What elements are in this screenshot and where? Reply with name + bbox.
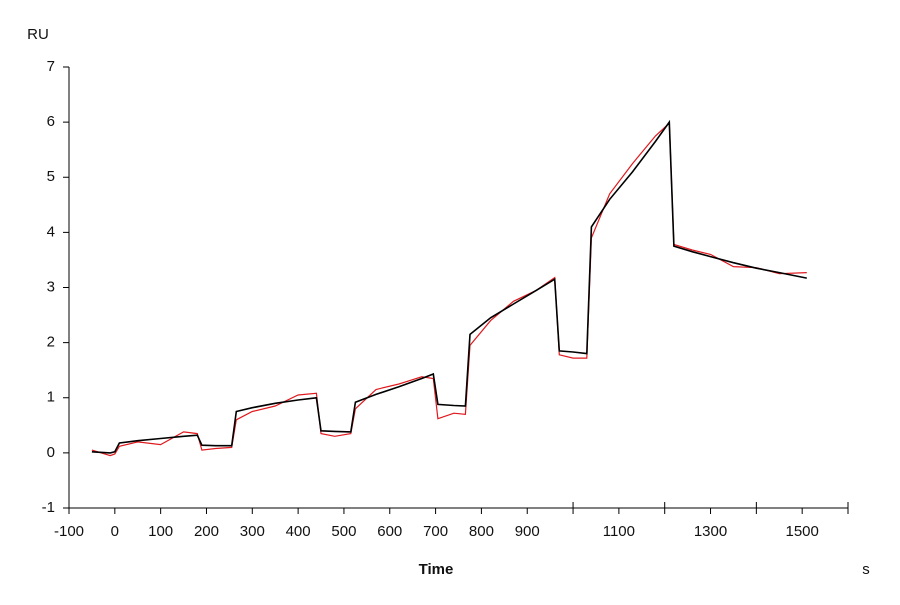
- x-tick-label: 400: [286, 523, 311, 540]
- x-tick-label: 1300: [694, 523, 727, 540]
- y-tick-label: 4: [47, 223, 55, 240]
- x-axis-label: Time: [419, 561, 454, 578]
- y-tick-label: -1: [42, 499, 55, 516]
- x-tick-label: 500: [331, 523, 356, 540]
- x-tick-label: 100: [148, 523, 173, 540]
- data-line: [91, 119, 807, 454]
- x-tick-label: 1500: [785, 523, 818, 540]
- x-tick-label: 0: [111, 523, 119, 540]
- x-tick-label: 1100: [603, 523, 635, 540]
- y-tick-label: 2: [47, 334, 55, 351]
- x-tick-label: 800: [469, 523, 494, 540]
- x-tick-label: -100: [54, 523, 84, 540]
- x-unit: s: [862, 561, 870, 578]
- y-axis-label: RU: [27, 26, 49, 43]
- y-tick-label: 6: [47, 113, 55, 130]
- x-tick-label: 900: [515, 523, 540, 540]
- x-tick-label: 700: [423, 523, 448, 540]
- y-tick-label: 0: [47, 444, 55, 461]
- x-tick-label: 300: [240, 523, 265, 540]
- y-tick-label: 5: [47, 168, 55, 185]
- y-tick-label: 1: [47, 389, 55, 406]
- y-tick-label: 3: [47, 278, 55, 295]
- x-tick-label: 200: [194, 523, 219, 540]
- x-tick-label: 600: [377, 523, 402, 540]
- y-tick-label: 7: [47, 58, 55, 75]
